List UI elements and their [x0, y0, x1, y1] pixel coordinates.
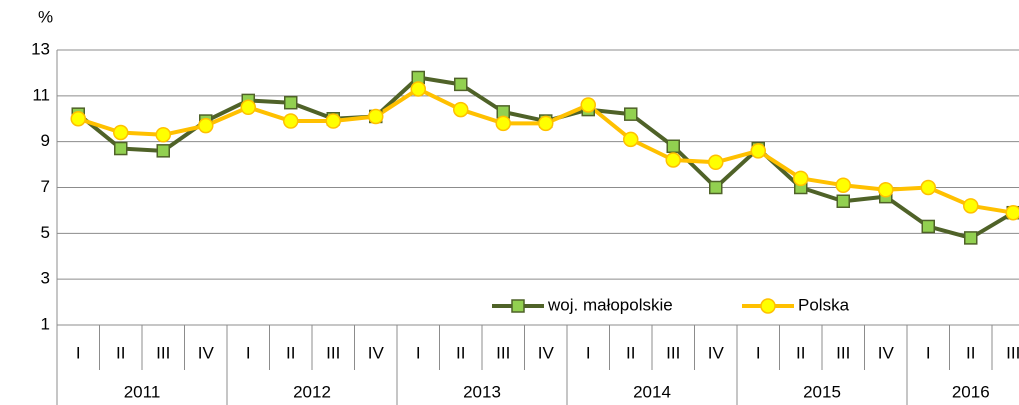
y-tick-label: 11: [32, 85, 50, 104]
point-marker: [963, 198, 979, 214]
x-tick-label: III: [496, 343, 510, 362]
series-line: [77, 86, 1014, 215]
year-label: 2014: [633, 382, 671, 401]
point-marker: [156, 144, 170, 158]
point-marker: [750, 143, 766, 159]
series-line: [76, 75, 1015, 240]
point-marker: [538, 115, 554, 132]
x-tick-label: IV: [538, 343, 555, 362]
point-marker: [760, 298, 776, 314]
point-marker: [793, 170, 809, 187]
point-marker: [454, 77, 468, 92]
point-marker: [836, 194, 850, 208]
point-marker: [1005, 204, 1019, 221]
point-marker: [495, 115, 511, 132]
y-tick-label: 13: [31, 39, 50, 58]
point-marker: [410, 81, 426, 97]
y-tick-label: 1: [41, 314, 50, 333]
point-marker: [624, 107, 638, 121]
point-marker: [623, 131, 639, 148]
point-marker: [709, 180, 723, 195]
point-marker: [964, 231, 978, 245]
point-marker: [708, 154, 724, 171]
x-tick-label: II: [626, 343, 635, 362]
x-tick-label: IV: [198, 343, 215, 362]
point-marker: [70, 111, 86, 127]
point-marker: [240, 99, 256, 116]
point-marker: [665, 152, 681, 168]
legend-text-bg: [797, 295, 852, 315]
y-tick-label: 5: [41, 223, 50, 242]
point-marker: [368, 108, 384, 125]
year-label: 2015: [803, 382, 841, 401]
x-tick-label: IV: [368, 343, 385, 362]
y-axis-label: %: [38, 7, 53, 26]
year-label: 2013: [463, 382, 501, 401]
x-tick-label: III: [326, 343, 340, 362]
point-marker: [920, 179, 936, 196]
x-tick-label: III: [836, 343, 850, 362]
x-tick-label: III: [666, 343, 680, 362]
point-marker: [511, 299, 525, 313]
x-tick-label: II: [966, 343, 975, 362]
point-marker: [284, 95, 298, 110]
x-tick-label: II: [456, 343, 465, 362]
legend-label: Polska: [798, 295, 850, 314]
x-tick-label: I: [246, 343, 251, 362]
point-marker: [453, 101, 469, 118]
x-tick-label: I: [926, 343, 931, 362]
x-tick-label: I: [76, 343, 81, 362]
point-marker: [114, 141, 128, 156]
point-marker: [113, 124, 129, 141]
point-marker: [921, 219, 935, 234]
x-tick-label: IV: [708, 343, 725, 362]
legend-label: woj. małopolskie: [547, 295, 673, 314]
x-tick-label: II: [796, 343, 805, 362]
x-tick-label: II: [116, 343, 125, 362]
point-marker: [666, 139, 680, 153]
legend-text-bg: [546, 295, 675, 315]
x-tick-label: III: [1006, 343, 1019, 362]
point-marker: [835, 177, 851, 193]
point-marker: [325, 113, 341, 129]
year-label: 2011: [124, 382, 161, 401]
point-marker: [580, 97, 596, 113]
x-tick-label: I: [416, 343, 421, 362]
x-tick-label: I: [586, 343, 591, 362]
year-label: 2016: [952, 382, 990, 401]
x-tick-label: III: [156, 343, 170, 362]
point-marker: [155, 127, 171, 143]
y-tick-label: 3: [41, 269, 50, 288]
point-marker: [283, 113, 299, 129]
y-tick-label: 9: [41, 131, 50, 150]
y-tick-label: 7: [41, 177, 50, 196]
x-tick-label: I: [756, 343, 761, 362]
year-label: 2012: [293, 382, 331, 401]
x-tick-label: IV: [878, 343, 895, 362]
x-tick-label: II: [286, 343, 295, 362]
point-marker: [878, 182, 894, 198]
point-marker: [198, 117, 214, 134]
